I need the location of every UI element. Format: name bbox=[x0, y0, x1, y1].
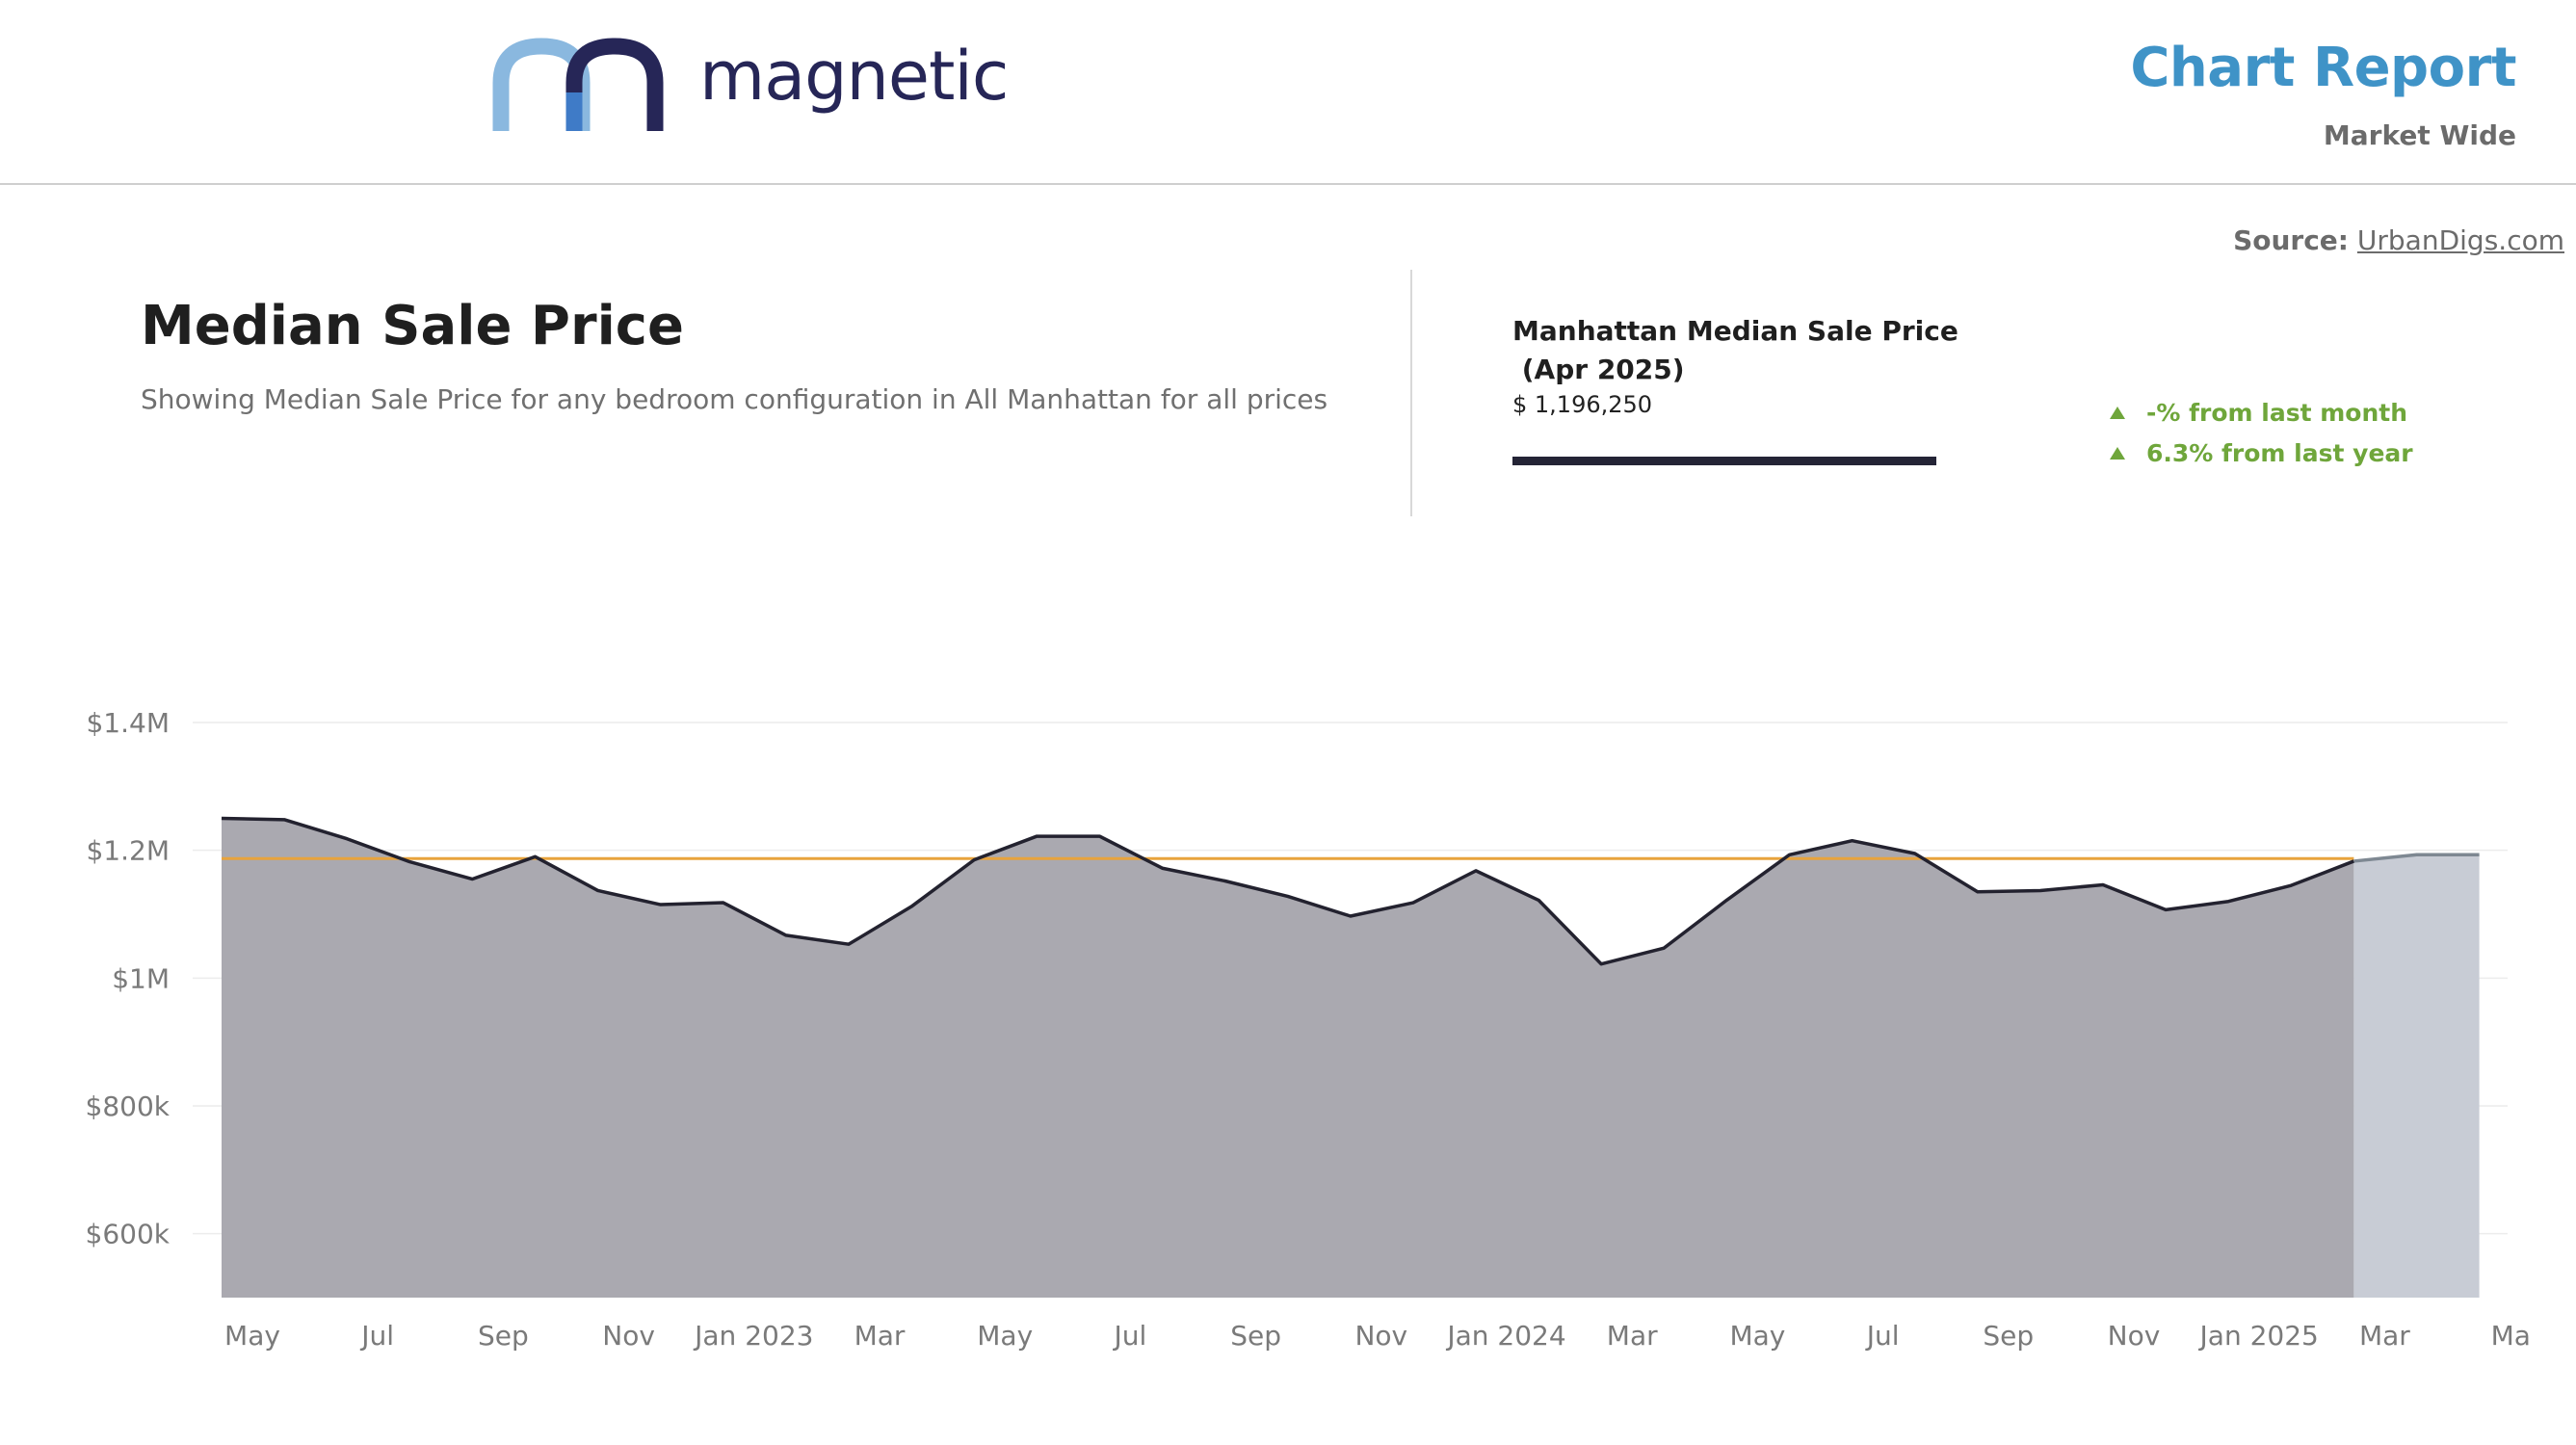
report-subtitle: Market Wide bbox=[2323, 119, 2516, 151]
chart-description: Showing Median Sale Price for any bedroo… bbox=[141, 383, 1328, 415]
x-tick-label: Nov bbox=[2108, 1320, 2161, 1352]
change-year-text: 6.3% from last year bbox=[2146, 439, 2413, 467]
chart-title: Median Sale Price bbox=[141, 295, 684, 357]
x-tick-label: Mar bbox=[854, 1320, 906, 1352]
stat-value: $ 1,196,250 bbox=[1512, 391, 1653, 418]
x-tick-label: Sep bbox=[1983, 1320, 2034, 1352]
x-tick-label: Mar bbox=[2359, 1320, 2410, 1352]
up-triangle-icon bbox=[2110, 407, 2125, 419]
stat-value-bar bbox=[1512, 457, 1936, 465]
x-tick-label: Jul bbox=[1865, 1320, 1900, 1352]
report-header: magnetic Chart Report Market Wide bbox=[0, 0, 2576, 185]
median-sale-price-chart: $600k $800k $1M $1.2M $1.4M May Jul Sep Nov Jan 2… bbox=[86, 707, 2531, 1352]
stat-title-line1: Manhattan Median Sale Price bbox=[1512, 315, 1958, 347]
x-tick-label: Jan 2023 bbox=[693, 1320, 813, 1352]
x-tick-label: May bbox=[224, 1320, 280, 1352]
y-tick-label: $600k bbox=[86, 1219, 171, 1250]
x-tick-label: May bbox=[1729, 1320, 1785, 1352]
up-triangle-icon bbox=[2110, 447, 2125, 460]
x-tick-label: Jan 2024 bbox=[1445, 1320, 1565, 1352]
magnetic-logo-icon bbox=[492, 38, 664, 137]
report-title: Chart Report bbox=[2130, 37, 2516, 99]
projection-line bbox=[2353, 853, 2480, 863]
area-fill-series bbox=[222, 818, 2354, 1298]
x-tick-label: Jul bbox=[1113, 1320, 1147, 1352]
source-label: Source: bbox=[2233, 224, 2349, 256]
stat-title-line2: (Apr 2025) bbox=[1512, 354, 1685, 385]
source-line: Source: UrbanDigs.com bbox=[2233, 224, 2564, 256]
source-link[interactable]: UrbanDigs.com bbox=[2356, 224, 2564, 256]
section-divider bbox=[1410, 270, 1412, 516]
x-tick-label: Jan 2025 bbox=[2198, 1320, 2319, 1352]
change-from-last-month: -% from last month bbox=[2110, 399, 2407, 427]
area-fill-projection bbox=[2353, 854, 2480, 1298]
x-tick-label: Sep bbox=[478, 1320, 529, 1352]
x-tick-label: May bbox=[977, 1320, 1033, 1352]
x-tick-label: Jul bbox=[359, 1320, 394, 1352]
change-from-last-year: 6.3% from last year bbox=[2110, 439, 2413, 467]
y-tick-label: $800k bbox=[86, 1090, 171, 1122]
series-line bbox=[221, 816, 2355, 966]
y-tick-label: $1.4M bbox=[86, 707, 170, 739]
x-tick-label: Nov bbox=[1354, 1320, 1407, 1352]
x-tick-label: Sep bbox=[1230, 1320, 1281, 1352]
x-tick-label: Ma bbox=[2491, 1320, 2531, 1352]
y-tick-label: $1M bbox=[112, 962, 170, 994]
stat-title: Manhattan Median Sale Price (Apr 2025) bbox=[1512, 312, 1958, 389]
logo-text: magnetic bbox=[699, 37, 1009, 116]
x-tick-label: Nov bbox=[602, 1320, 655, 1352]
change-month-text: -% from last month bbox=[2146, 399, 2408, 427]
x-tick-label: Mar bbox=[1607, 1320, 1658, 1352]
y-tick-label: $1.2M bbox=[86, 835, 170, 867]
